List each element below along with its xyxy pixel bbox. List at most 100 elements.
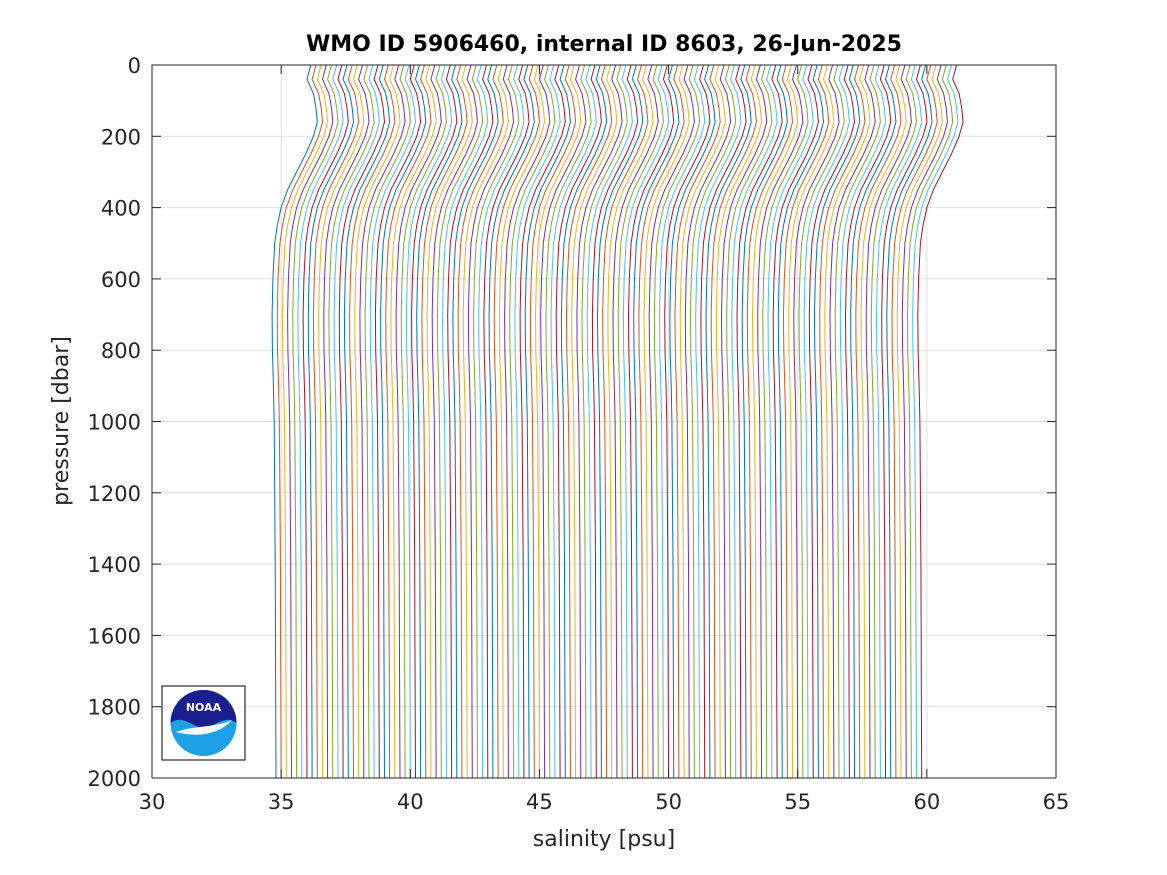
profile-line [550,64,597,779]
x-tick-label: 65 [1043,790,1070,814]
profile-line [746,64,794,779]
profile-line [813,64,861,779]
y-tick-label: 1600 [88,624,141,648]
profile-line [917,64,964,779]
profile-line [591,64,639,779]
profile-line [751,64,799,779]
logo-wordmark: NOAA [186,701,222,714]
profile-line [819,64,866,779]
profile-line [338,64,386,779]
y-tick-labels: 0 200 400 600 800 1000 1200 1400 1600 1800 2000 [88,54,141,791]
profile-line [844,64,892,779]
x-tick-label: 60 [913,790,940,814]
profiles [271,64,964,779]
x-tick-label: 30 [139,790,166,814]
chart-title: WMO ID 5906460, internal ID 8603, 26-Jun… [306,32,902,57]
profile-line [349,64,396,779]
y-tick-label: 2000 [88,767,141,791]
y-axis-label: pressure [dbar] [49,336,74,506]
y-tick-label: 1800 [88,696,141,720]
profile-line [488,64,535,779]
profile-line [519,64,566,779]
ticks [151,64,1057,779]
profile-line [658,64,706,779]
profile-line [390,64,437,779]
profile-line [276,64,324,779]
y-tick-label: 0 [128,54,141,78]
profile-line [648,64,695,779]
profile-line [793,64,840,779]
y-tick-label: 800 [101,339,141,363]
x-tick-label: 45 [526,790,553,814]
profile-line [540,64,587,779]
profile-line [297,64,344,779]
profile-line [824,64,871,779]
x-tick-label: 55 [784,790,811,814]
profile-line [808,64,856,779]
profile-line [695,64,742,779]
logo-navy-cap [170,690,237,730]
y-tick-label: 200 [101,125,141,149]
profile-line [839,64,887,779]
profile-line [457,64,504,779]
profile-line [323,64,370,779]
profile-line [576,64,623,779]
profile-line [405,64,453,779]
x-tick-label: 40 [397,790,424,814]
profile-line [318,64,365,779]
x-tick-labels: 30 35 40 45 50 55 60 65 [139,790,1070,814]
profile-line [271,64,318,779]
profile-line [715,64,763,779]
profile-line [901,64,949,779]
profile-line [354,64,401,779]
profile-line [860,64,907,779]
profile-line [287,64,334,779]
profile-line [855,64,902,779]
logo-seagull-wing [176,720,232,735]
profile-line [571,64,618,779]
profile-line [803,64,850,779]
x-tick-label: 35 [268,790,295,814]
profile-line [436,64,484,779]
profile-line [886,64,933,779]
profile-line [834,64,881,779]
y-tick-label: 1400 [88,553,141,577]
profile-line [602,64,649,779]
profile-line [504,64,551,779]
profile-line [307,64,355,779]
profile-line [829,64,876,779]
profile-line [788,64,835,779]
profile-line [411,64,458,779]
profile-line [741,64,788,779]
profile-line [617,64,664,779]
profile-line [679,64,726,779]
profile-line [586,64,633,779]
profile-line [509,64,556,779]
profile-line [385,64,432,779]
profile-line [374,64,422,779]
profile-line [560,64,608,779]
profile-line [757,64,804,779]
profile-line [731,64,778,779]
profile-line [726,64,773,779]
profile-line [529,64,577,779]
profile-line [669,64,716,779]
profile-line [473,64,520,779]
x-tick-label: 50 [655,790,682,814]
y-tick-label: 1000 [88,411,141,435]
profile-line [498,64,546,779]
profile-line [906,64,954,779]
profile-line [875,64,923,779]
profile-line [581,64,628,779]
profile-line [467,64,515,779]
profile-line [891,64,938,779]
profile-line [535,64,582,779]
grid [152,65,1056,778]
y-tick-label: 1200 [88,482,141,506]
profile-line [782,64,830,779]
profile-line [865,64,912,779]
profile-line [736,64,783,779]
profile-line [710,64,757,779]
profile-line [870,64,918,779]
